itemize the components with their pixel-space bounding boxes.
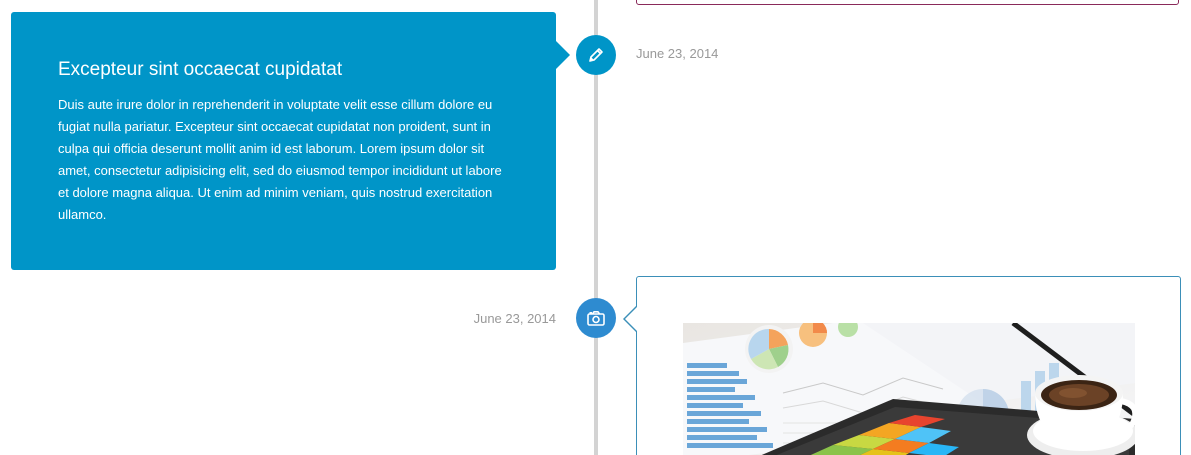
card-title: Excepteur sint occaecat cupidatat: [58, 59, 343, 80]
card-body: Duis aute irure dolor in reprehenderit i…: [58, 97, 502, 222]
timeline-card-image: [623, 276, 1181, 455]
dashboard-tablet-photo: [683, 323, 1135, 455]
timeline-card-text: Excepteur sint occaecat cupidatat Duis a…: [11, 12, 570, 270]
pencil-icon: [576, 35, 616, 75]
card-pointer: [556, 41, 570, 69]
camera-icon: [576, 298, 616, 338]
entry-date: June 23, 2014: [636, 46, 719, 61]
timeline-line: [594, 0, 598, 455]
previous-timeline-card: [636, 0, 1179, 5]
entry-date: June 23, 2014: [473, 311, 556, 326]
